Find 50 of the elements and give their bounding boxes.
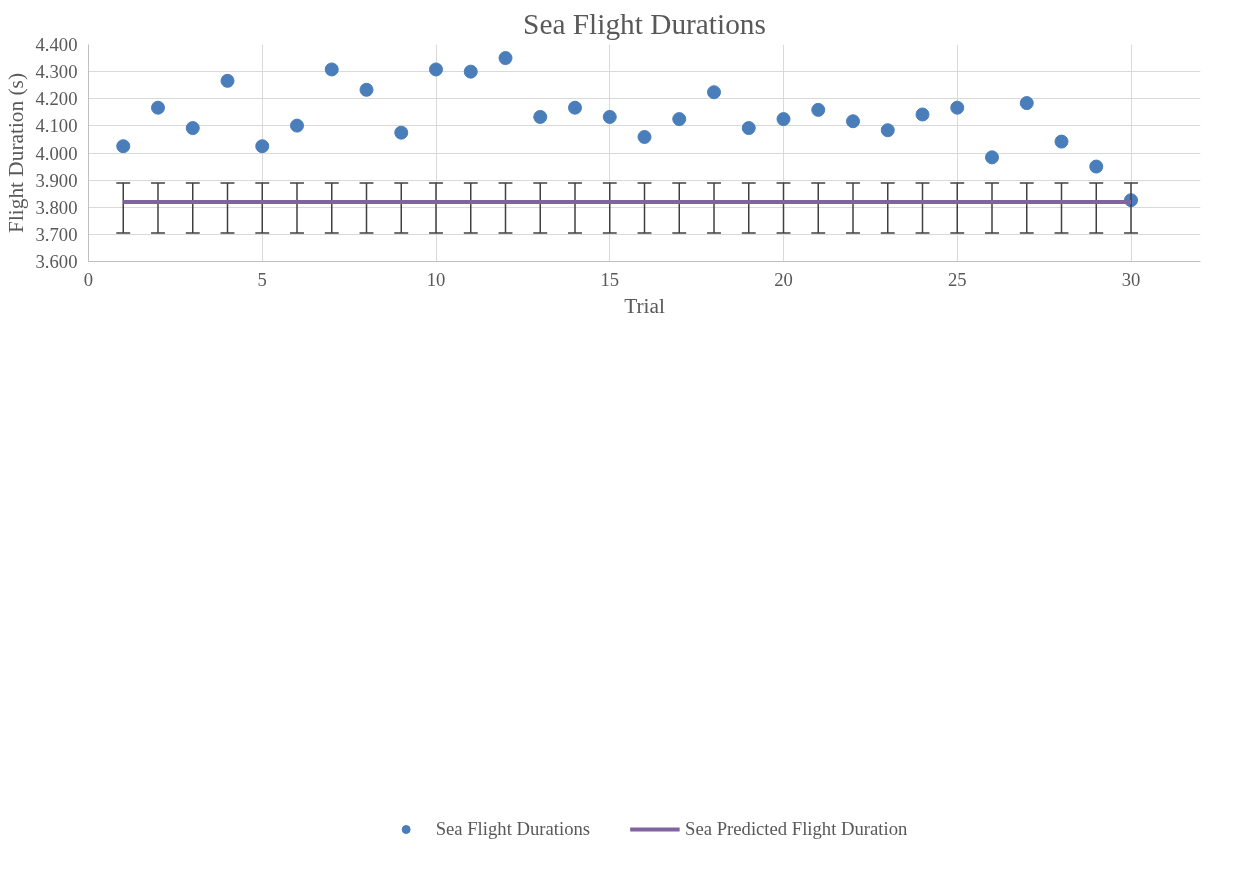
y-tick-label: 3.800 — [35, 196, 78, 218]
x-tick-label: 20 — [774, 268, 793, 290]
point — [533, 109, 548, 124]
point — [637, 130, 652, 144]
x-tick-label: 0 — [83, 268, 94, 290]
x-tick-label: 10 — [426, 268, 446, 290]
point — [1089, 159, 1104, 174]
point — [776, 112, 791, 127]
point — [394, 125, 409, 140]
point — [880, 123, 895, 138]
point — [498, 51, 513, 66]
point — [915, 107, 930, 122]
x-tick-label: 15 — [600, 268, 620, 290]
point — [429, 62, 443, 77]
chart-title: Sea Flight Durations — [523, 7, 766, 40]
point — [151, 100, 165, 115]
y-tick-label: 3.600 — [35, 251, 78, 272]
point — [290, 118, 304, 133]
point — [568, 100, 582, 115]
x-tick-label: 25 — [947, 268, 967, 290]
point — [950, 100, 965, 115]
y-tick-label: 3.900 — [35, 169, 78, 191]
point — [1054, 134, 1069, 149]
point — [324, 62, 339, 77]
x-tick-label: 5 — [257, 268, 267, 290]
point — [741, 121, 756, 136]
point — [220, 73, 235, 88]
y-tick-label: 4.300 — [35, 61, 78, 83]
legend-label: Sea Predicted Flight Duration — [685, 818, 908, 840]
legend-label: Sea Flight Durations — [435, 818, 591, 840]
point — [985, 150, 999, 165]
y-tick-label: 4.100 — [35, 115, 78, 137]
point — [846, 114, 860, 129]
y-tick-label: 4.000 — [35, 142, 78, 164]
point — [185, 121, 200, 136]
point — [672, 112, 687, 127]
y-tick-label: 4.400 — [35, 34, 78, 55]
point — [1019, 96, 1034, 111]
y-tick-label: 4.200 — [35, 88, 78, 110]
x-axis-title: Trial — [624, 293, 665, 318]
y-tick-label: 3.700 — [35, 223, 78, 245]
point — [707, 85, 721, 100]
point — [116, 139, 131, 154]
point — [463, 64, 478, 79]
point — [602, 109, 617, 124]
x-tick-label: 30 — [1121, 268, 1141, 290]
point — [811, 102, 826, 117]
y-axis-title: Flight Duration (s) — [3, 73, 28, 233]
point — [255, 139, 270, 154]
point — [359, 82, 374, 97]
